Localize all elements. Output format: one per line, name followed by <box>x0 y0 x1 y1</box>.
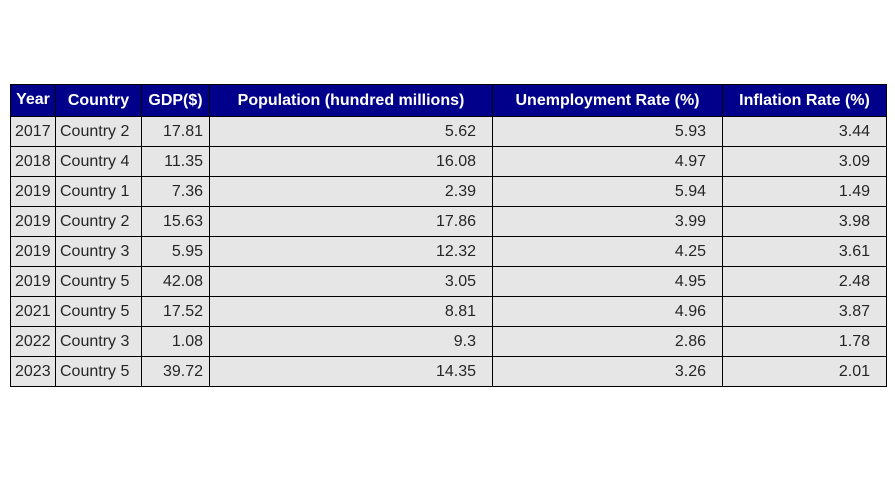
cell-country: Country 5 <box>55 296 142 327</box>
header-gdp: GDP($) <box>141 84 210 117</box>
cell-country: Country 5 <box>55 356 142 387</box>
cell-country: Country 4 <box>55 146 142 177</box>
cell-inflation-rate: 1.49 <box>722 176 887 207</box>
cell-population: 8.81 <box>209 296 493 327</box>
data-table: Year Country GDP($) Population (hundred … <box>10 84 887 387</box>
table-row: 2023 Country 5 39.72 14.35 3.26 2.01 <box>10 356 887 387</box>
cell-unemployment-rate: 4.96 <box>492 296 723 327</box>
cell-unemployment-rate: 2.86 <box>492 326 723 357</box>
cell-country: Country 2 <box>55 116 142 147</box>
cell-inflation-rate: 3.98 <box>722 206 887 237</box>
table-row: 2018 Country 4 11.35 16.08 4.97 3.09 <box>10 146 887 177</box>
cell-gdp: 11.35 <box>141 146 210 177</box>
cell-country: Country 2 <box>55 206 142 237</box>
table-row: 2019 Country 5 42.08 3.05 4.95 2.48 <box>10 266 887 297</box>
cell-country: Country 3 <box>55 326 142 357</box>
cell-year: 2019 <box>10 176 56 207</box>
cell-gdp: 7.36 <box>141 176 210 207</box>
cell-population: 17.86 <box>209 206 493 237</box>
cell-inflation-rate: 2.48 <box>722 266 887 297</box>
cell-population: 16.08 <box>209 146 493 177</box>
cell-year: 2021 <box>10 296 56 327</box>
cell-inflation-rate: 3.87 <box>722 296 887 327</box>
cell-population: 3.05 <box>209 266 493 297</box>
cell-year: 2018 <box>10 146 56 177</box>
cell-gdp: 15.63 <box>141 206 210 237</box>
cell-unemployment-rate: 5.94 <box>492 176 723 207</box>
cell-gdp: 5.95 <box>141 236 210 267</box>
cell-year: 2017 <box>10 116 56 147</box>
table-row: 2019 Country 2 15.63 17.86 3.99 3.98 <box>10 206 887 237</box>
cell-unemployment-rate: 4.95 <box>492 266 723 297</box>
cell-gdp: 1.08 <box>141 326 210 357</box>
cell-unemployment-rate: 4.25 <box>492 236 723 267</box>
cell-country: Country 5 <box>55 266 142 297</box>
table-row: 2022 Country 3 1.08 9.3 2.86 1.78 <box>10 326 887 357</box>
cell-gdp: 42.08 <box>141 266 210 297</box>
cell-population: 2.39 <box>209 176 493 207</box>
table-row: 2019 Country 3 5.95 12.32 4.25 3.61 <box>10 236 887 267</box>
cell-year: 2022 <box>10 326 56 357</box>
cell-unemployment-rate: 5.93 <box>492 116 723 147</box>
cell-country: Country 1 <box>55 176 142 207</box>
header-year: Year <box>10 84 56 117</box>
cell-country: Country 3 <box>55 236 142 267</box>
header-population: Population (hundred millions) <box>209 84 493 117</box>
cell-unemployment-rate: 3.26 <box>492 356 723 387</box>
cell-inflation-rate: 3.61 <box>722 236 887 267</box>
cell-inflation-rate: 1.78 <box>722 326 887 357</box>
cell-inflation-rate: 3.09 <box>722 146 887 177</box>
header-unemployment-rate: Unemployment Rate (%) <box>492 84 723 117</box>
data-table-container: Year Country GDP($) Population (hundred … <box>10 84 887 387</box>
cell-inflation-rate: 3.44 <box>722 116 887 147</box>
header-row: Year Country GDP($) Population (hundred … <box>10 84 887 117</box>
table-row: 2019 Country 1 7.36 2.39 5.94 1.49 <box>10 176 887 207</box>
cell-gdp: 17.81 <box>141 116 210 147</box>
header-inflation-rate: Inflation Rate (%) <box>722 84 887 117</box>
header-country: Country <box>55 84 142 117</box>
cell-population: 14.35 <box>209 356 493 387</box>
cell-population: 12.32 <box>209 236 493 267</box>
cell-year: 2019 <box>10 206 56 237</box>
cell-population: 9.3 <box>209 326 493 357</box>
cell-gdp: 39.72 <box>141 356 210 387</box>
table-body: 2017 Country 2 17.81 5.62 5.93 3.44 2018 Countr… <box>10 116 887 387</box>
table-row: 2017 Country 2 17.81 5.62 5.93 3.44 <box>10 116 887 147</box>
cell-year: 2023 <box>10 356 56 387</box>
table-row: 2021 Country 5 17.52 8.81 4.96 3.87 <box>10 296 887 327</box>
cell-year: 2019 <box>10 236 56 267</box>
cell-unemployment-rate: 4.97 <box>492 146 723 177</box>
cell-year: 2019 <box>10 266 56 297</box>
cell-unemployment-rate: 3.99 <box>492 206 723 237</box>
cell-inflation-rate: 2.01 <box>722 356 887 387</box>
cell-population: 5.62 <box>209 116 493 147</box>
cell-gdp: 17.52 <box>141 296 210 327</box>
